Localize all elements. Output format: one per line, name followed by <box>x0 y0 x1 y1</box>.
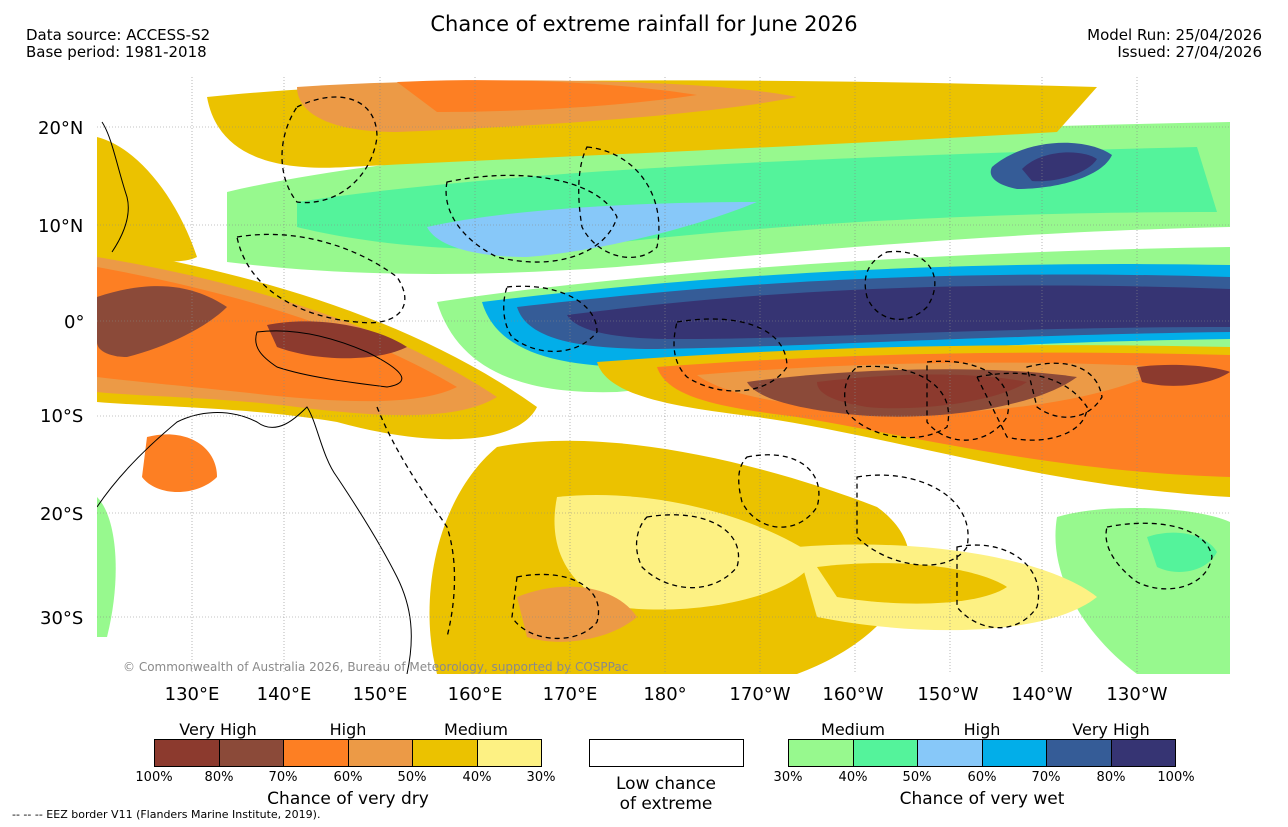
copyright-text: © Commonwealth of Australia 2026, Bureau… <box>123 660 629 674</box>
lon-label-150e: 150°E <box>352 684 408 705</box>
dry-swatch-100-80 <box>155 740 220 766</box>
wet-swatch-80-100 <box>1112 740 1175 766</box>
dry-tick-100: 100% <box>135 770 173 785</box>
wet-swatch-60-70 <box>983 740 1047 766</box>
dry-tick-80: 80% <box>204 770 234 785</box>
dry-swatch-40-30 <box>478 740 541 766</box>
south-equatorial-dry-max <box>817 374 1027 409</box>
wet-category-high: High <box>963 720 1001 739</box>
wet-swatch-40-50 <box>854 740 918 766</box>
equatorial-wet-max <box>567 285 1230 339</box>
model-run-info: Model Run: 25/04/2026 Issued: 27/04/2026 <box>1087 27 1262 61</box>
dry-anomaly-areas <box>97 80 1230 674</box>
map-gridlines <box>97 77 1230 674</box>
png-coastline <box>255 330 403 388</box>
lat-label-20n: 20°N <box>38 118 84 139</box>
wet-legend-title: Chance of very wet <box>899 789 1065 809</box>
lat-label-10s: 10°S <box>40 406 84 427</box>
lat-label-10n: 10°N <box>38 216 84 237</box>
low-chance-swatch <box>589 739 744 767</box>
dry-swatch-70-60 <box>284 740 349 766</box>
wet-category-very-high: Very High <box>1072 720 1150 739</box>
lat-label-20s: 20°S <box>40 504 84 525</box>
issued-text: Issued: 27/04/2026 <box>1117 43 1262 61</box>
model-run-text: Model Run: 25/04/2026 <box>1087 26 1262 44</box>
wet-category-medium: Medium <box>821 720 885 739</box>
philippines-coastline <box>101 121 129 253</box>
base-period-text: Base period: 1981-2018 <box>26 43 207 61</box>
data-source-info: Data source: ACCESS-S2 Base period: 1981… <box>26 27 210 61</box>
data-source-text: Data source: ACCESS-S2 <box>26 26 211 44</box>
wet-tick-40: 40% <box>838 770 868 785</box>
lon-label-140e: 140°E <box>256 684 312 705</box>
rainfall-map <box>97 77 1230 674</box>
dry-swatch-60-50 <box>349 740 413 766</box>
lon-label-130w: 130°W <box>1106 684 1168 705</box>
png-dry-core <box>267 321 407 359</box>
wet-tick-100: 100% <box>1157 770 1195 785</box>
wet-anomaly-areas <box>97 122 1230 674</box>
wet-tick-80: 80% <box>1096 770 1126 785</box>
southeast-wet-patch-core <box>1147 532 1217 572</box>
wet-tick-30: 30% <box>773 770 803 785</box>
dry-tick-30: 30% <box>526 770 556 785</box>
lon-label-170w: 170°W <box>729 684 791 705</box>
australia-dry-patch <box>142 434 217 492</box>
lon-label-140w: 140°W <box>1011 684 1073 705</box>
lon-label-180: 180° <box>643 684 687 705</box>
dry-tick-50: 50% <box>397 770 427 785</box>
dry-tick-40: 40% <box>462 770 492 785</box>
wet-swatch-30-40 <box>789 740 854 766</box>
wet-colorbar <box>788 739 1176 767</box>
wet-tick-70: 70% <box>1031 770 1061 785</box>
lon-label-150w: 150°W <box>917 684 979 705</box>
southwest-wet-patch <box>97 497 116 637</box>
south-dry-yellow <box>817 563 1007 604</box>
dry-tick-70: 70% <box>268 770 298 785</box>
australia-coastline <box>97 406 412 674</box>
east-dry-max <box>1137 364 1230 386</box>
lon-label-130e: 130°E <box>164 684 220 705</box>
dry-swatch-80-70 <box>220 740 284 766</box>
low-chance-line1: Low chance <box>616 774 716 794</box>
dry-colorbar <box>154 739 542 767</box>
eez-borders <box>236 96 1213 640</box>
dry-category-medium: Medium <box>444 720 508 739</box>
lon-label-160w: 160°W <box>822 684 884 705</box>
lat-label-0: 0° <box>64 312 85 333</box>
dry-swatch-50-40 <box>413 740 478 766</box>
map-title: Chance of extreme rainfall for June 2026 <box>430 12 858 36</box>
wet-swatch-50-60 <box>918 740 983 766</box>
south-pacific-dry-medium <box>554 495 817 610</box>
wet-tick-60: 60% <box>967 770 997 785</box>
dry-category-very-high: Very High <box>179 720 257 739</box>
philippines-dry-zone <box>97 137 197 262</box>
hawaii-wet-max <box>1022 152 1097 182</box>
north-wet-band-high <box>427 202 757 257</box>
west-pacific-dry-core <box>97 286 227 357</box>
low-chance-line2: of extreme <box>619 794 713 814</box>
lon-label-160e: 160°E <box>447 684 503 705</box>
low-chance-label: Low chance of extreme <box>616 774 716 814</box>
dry-category-high: High <box>329 720 367 739</box>
wet-swatch-70-80 <box>1047 740 1112 766</box>
dry-legend-title: Chance of very dry <box>267 789 429 809</box>
lon-label-170e: 170°E <box>542 684 598 705</box>
north-dry-band-high <box>397 80 697 112</box>
dry-tick-60: 60% <box>333 770 363 785</box>
lat-label-30s: 30°S <box>40 608 84 629</box>
coral-sea-dry-high <box>517 586 637 642</box>
wet-tick-50: 50% <box>902 770 932 785</box>
eez-footnote: -- -- -- EEZ border V11 (Flanders Marine… <box>12 808 321 821</box>
